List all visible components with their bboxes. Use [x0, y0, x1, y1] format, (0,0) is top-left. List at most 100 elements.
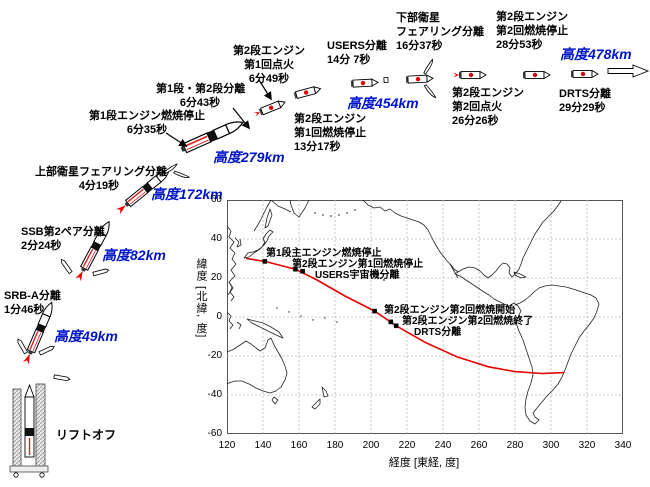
event-name: 第1段エンジン燃焼停止	[88, 110, 206, 122]
y-tick: 60	[210, 194, 222, 205]
map-annotation: DRTS分離	[414, 327, 462, 338]
altitude-label-279km: 高度279km	[213, 149, 285, 165]
event-time: 2分24秒	[21, 240, 62, 253]
map-annotation: 第1段主エンジン燃焼停止	[266, 248, 382, 259]
map-annotation: 第2段エンジン第2回燃焼開始	[384, 305, 516, 316]
event-label-stage2-ignition1: 第2段エンジン 第1回点火 6分49秒	[230, 44, 308, 86]
event-time: 6分49秒	[248, 73, 290, 86]
event-time: 13分17秒	[294, 141, 341, 154]
spacecraft-icon-users-sep	[350, 78, 379, 88]
separated-piece-icon	[383, 76, 389, 84]
y-tick: -60	[207, 428, 222, 439]
y-tick: 40	[210, 233, 222, 244]
booster-icon	[53, 374, 71, 382]
x-tick: 240	[434, 440, 452, 451]
x-tick: 220	[398, 440, 416, 451]
event-marker	[262, 259, 268, 264]
pointer-arrow	[258, 79, 272, 101]
y-tick: 20	[210, 272, 222, 283]
x-axis-label: 経度 [東経, 度]	[388, 457, 460, 469]
event-time: 29分29秒	[559, 102, 606, 115]
map-gridlines	[227, 200, 623, 434]
x-tick: 160	[290, 440, 308, 451]
event-name: 第2回点火	[452, 101, 503, 114]
booster-icon	[59, 258, 73, 274]
booster-icon	[38, 344, 56, 356]
event-name: 第1段・第2段分離	[156, 83, 246, 95]
event-label-stage1-2-sep: 第1段・第2段分離 6分43秒	[156, 82, 246, 110]
track-markers	[262, 259, 399, 329]
event-name: 上部衛星フェアリング分離	[35, 166, 167, 178]
altitude-label-478km: 高度478km	[560, 46, 632, 62]
map-annotation: USERS宇宙機分離	[315, 270, 400, 281]
event-name: フェアリング分離	[396, 26, 484, 39]
event-label-stage1-cutoff: 第1段エンジン燃焼停止 6分35秒	[87, 109, 207, 137]
island-dots	[276, 209, 385, 323]
orbit-direction-arrow	[607, 64, 650, 78]
altitude-label-82km: 高度82km	[102, 247, 166, 263]
event-time: 4分19秒	[78, 180, 120, 193]
pointer-arrow	[232, 107, 251, 130]
x-tick: 120	[218, 440, 236, 451]
y-tick: 0	[216, 311, 222, 322]
event-name: DRTS分離	[559, 88, 611, 100]
event-name: SRB-A分離	[4, 290, 61, 302]
launch-pad-icon	[9, 383, 49, 478]
altitude-label-454km: 高度454km	[347, 95, 419, 111]
event-marker	[300, 268, 305, 274]
event-time: 26分26秒	[452, 115, 499, 128]
event-name: 第2回燃焼停止	[496, 25, 569, 38]
liftoff-label: リフトオフ	[56, 428, 117, 442]
x-tick: 340	[614, 440, 632, 451]
y-tick: -20	[207, 350, 222, 361]
event-time: 6分35秒	[126, 124, 168, 137]
x-tick: 260	[470, 440, 488, 451]
booster-icon	[16, 337, 28, 355]
spacecraft-icon-cutoff2	[522, 71, 551, 79]
spacecraft-icon-ignition1	[253, 98, 287, 117]
event-name: 下部衛星	[396, 12, 440, 24]
event-name: 第2段エンジン	[452, 87, 525, 99]
spacecraft-icon-ignition2	[453, 71, 487, 79]
event-name: 第1回燃焼停止	[294, 127, 367, 140]
spacecraft-icon-cutoff1	[293, 84, 322, 100]
event-label-stage2-ignition2: 第2段エンジン 第2回点火 26分26秒	[452, 86, 524, 128]
event-label-drts-sep: DRTS分離 29分29秒	[559, 87, 611, 115]
y-axis-label: 緯度 [北緯, 度]	[195, 258, 207, 339]
altitude-label-172km: 高度172km	[151, 186, 223, 202]
map-annotation: 第2段エンジン第2回燃焼終了	[402, 316, 534, 327]
spacecraft-icon-lower-fairing-sep	[405, 74, 434, 84]
event-marker	[393, 323, 399, 329]
coastlines	[227, 200, 600, 425]
booster-icon	[92, 267, 110, 277]
event-marker	[388, 319, 394, 325]
altitude-label-49km: 高度49km	[54, 328, 118, 344]
event-label-ssb-pair-sep: SSB第2ペア分離 2分24秒	[21, 225, 105, 253]
x-tick: 300	[542, 440, 560, 451]
fairing-half-icon	[422, 58, 436, 75]
spacecraft-icon-drts-sep	[570, 70, 599, 78]
event-label-lower-fairing-sep: 下部衛星 フェアリング分離 16分37秒	[396, 11, 484, 53]
event-name: 第2段エンジン	[294, 113, 367, 125]
ground-track-map	[227, 200, 623, 434]
x-tick: 180	[326, 440, 344, 451]
event-label-stage2-cutoff2: 第2段エンジン 第2回燃焼停止 28分53秒	[496, 10, 568, 52]
pointer-arrow	[165, 132, 188, 147]
event-name: SSB第2ペア分離	[21, 226, 105, 238]
x-tick: 320	[578, 440, 596, 451]
event-time: 6分43秒	[179, 97, 221, 110]
fairing-half-icon	[423, 83, 437, 100]
event-time: 1分46秒	[4, 304, 45, 317]
fairing-half-icon	[173, 169, 190, 181]
event-time: 16分37秒	[396, 40, 443, 53]
y-tick: -40	[207, 389, 222, 400]
event-time: 28分53秒	[496, 39, 543, 52]
event-name: USERS分離	[327, 40, 387, 52]
event-marker	[293, 266, 298, 272]
event-marker	[372, 308, 377, 314]
event-label-srb-a-sep: SRB-A分離 1分46秒	[4, 289, 61, 317]
event-label-stage2-cutoff1: 第2段エンジン 第1回燃焼停止 13分17秒	[294, 112, 366, 154]
event-name: 第2段エンジン	[232, 45, 306, 57]
